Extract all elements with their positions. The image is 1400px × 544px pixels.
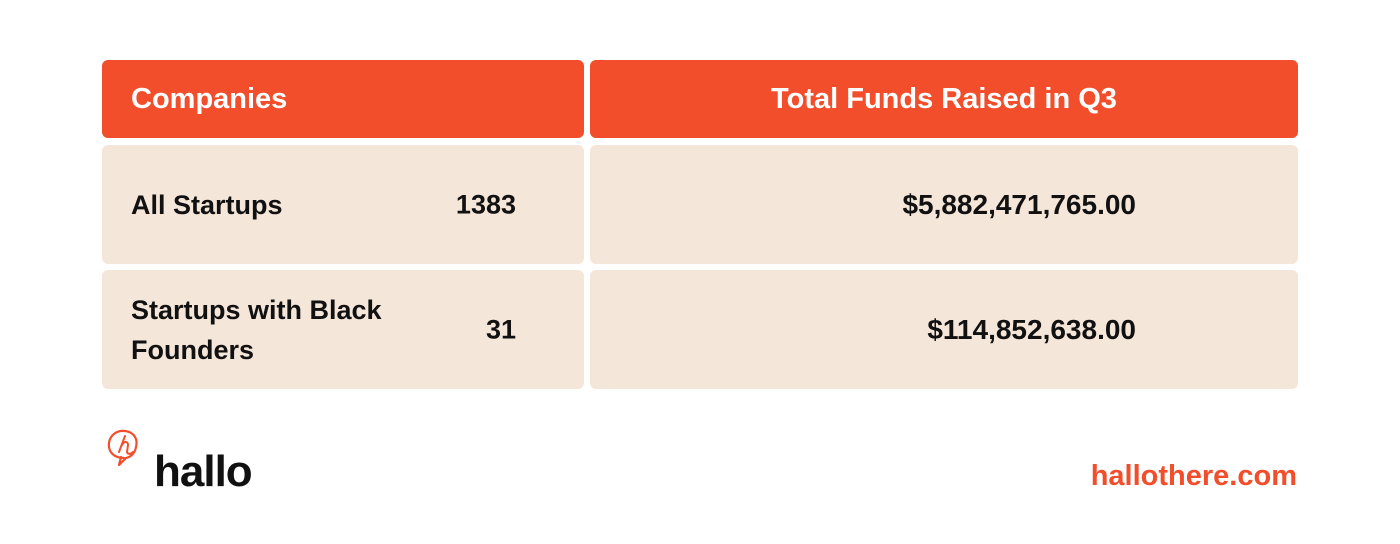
header-total-funds-label: Total Funds Raised in Q3 (771, 82, 1117, 115)
hallo-logo: hallo (106, 428, 276, 498)
row-count: 1383 (455, 189, 516, 219)
row-label: Startups with Black Founders (131, 294, 382, 365)
speech-bubble-h-icon (107, 429, 138, 467)
table-row-all-startups-funds: $5,882,471,765.00 (590, 145, 1298, 264)
row-funds: $114,852,638.00 (927, 313, 1136, 345)
website-link[interactable]: hallothere.com (1090, 460, 1297, 492)
row-count: 31 (485, 314, 516, 344)
table-row-black-founders-funds: $114,852,638.00 (590, 270, 1298, 389)
header-total-funds: Total Funds Raised in Q3 (590, 60, 1298, 138)
brand-name: hallo (154, 447, 253, 496)
table-row-black-founders-company: Startups with Black Founders 31 (102, 270, 584, 389)
row-funds: $5,882,471,765.00 (902, 188, 1136, 220)
table-row-all-startups-company: All Startups 1383 (102, 145, 584, 264)
header-companies: Companies (102, 60, 584, 138)
header-companies-label: Companies (131, 82, 288, 115)
row-label: All Startups (131, 189, 283, 220)
